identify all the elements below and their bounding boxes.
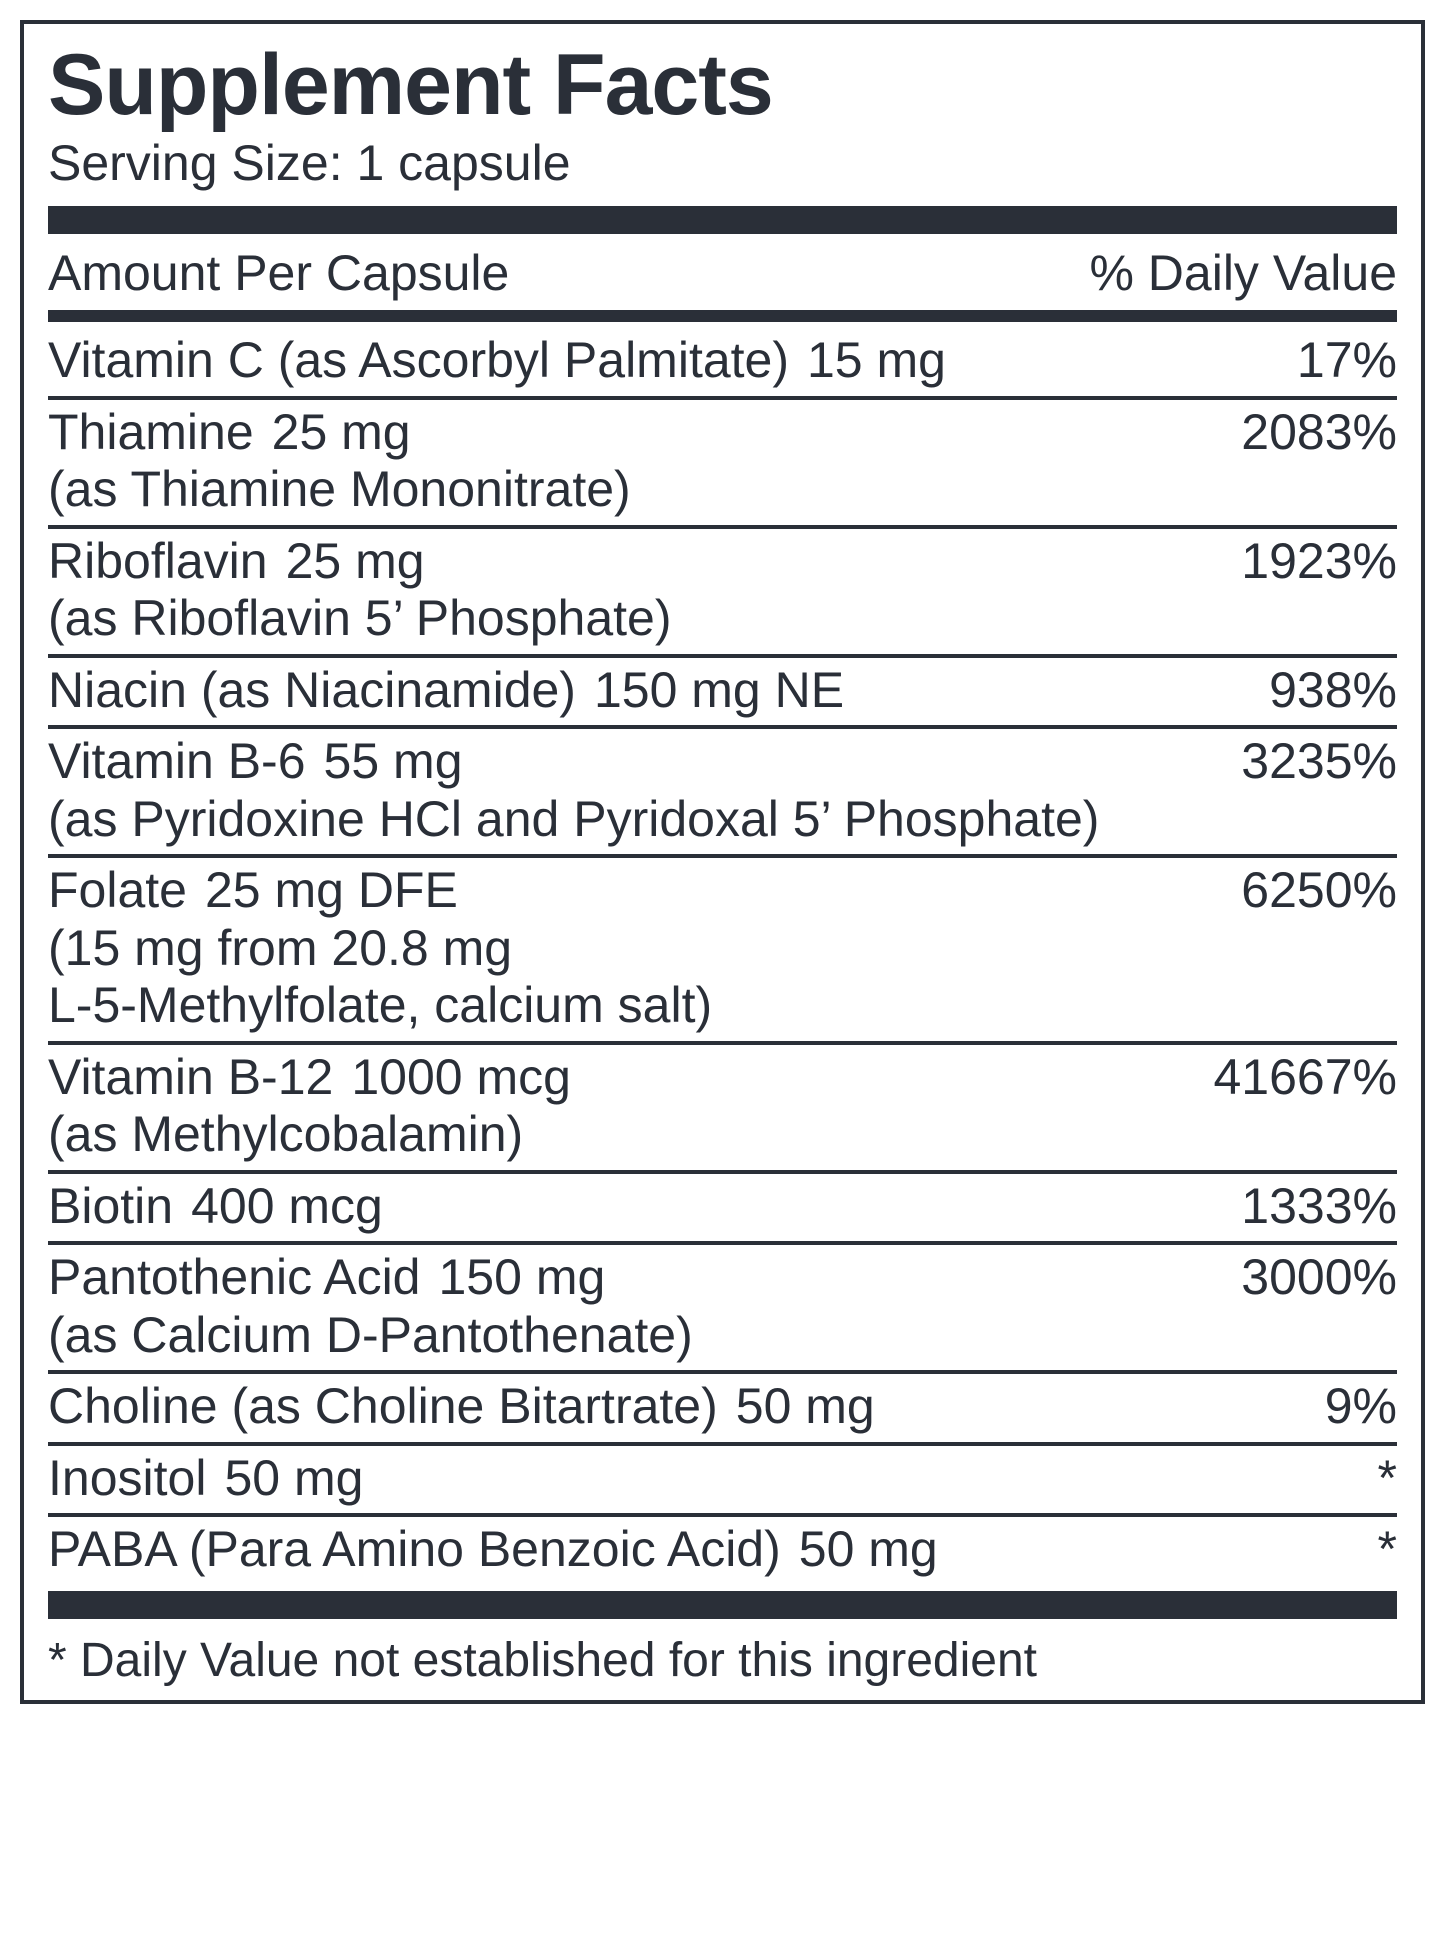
nutrient-row: Biotin400 mcg1333% [48, 1174, 1397, 1246]
nutrient-row: Vitamin C (as Ascorbyl Palmitate)15 mg17… [48, 328, 1397, 400]
nutrient-dv: * [1177, 1450, 1397, 1508]
nutrient-row: PABA (Para Amino Benzoic Acid)50 mg* [48, 1517, 1397, 1585]
nutrient-dv: 1923% [1177, 533, 1397, 591]
nutrient-dv: 17% [1177, 332, 1397, 390]
nutrient-subtext: (15 mg from 20.8 mg [48, 920, 1397, 978]
nutrient-line: Folate25 mg DFE6250% [48, 862, 1397, 920]
thick-divider-bottom [48, 1591, 1397, 1619]
nutrient-row: Inositol50 mg* [48, 1446, 1397, 1518]
nutrient-row: Vitamin B-655 mg3235%(as Pyridoxine HCl … [48, 729, 1397, 858]
nutrient-rows: Vitamin C (as Ascorbyl Palmitate)15 mg17… [48, 328, 1397, 1585]
nutrient-line: Thiamine25 mg2083% [48, 404, 1397, 462]
nutrient-dv: 41667% [1177, 1049, 1397, 1107]
nutrient-line: Pantothenic Acid150 mg3000% [48, 1249, 1397, 1307]
nutrient-dv: 6250% [1177, 862, 1397, 920]
nutrient-name: Pantothenic Acid [48, 1249, 421, 1307]
header-amount-label: Amount Per Capsule [48, 244, 509, 302]
nutrient-line: Riboflavin25 mg1923% [48, 533, 1397, 591]
nutrient-line: Vitamin B-121000 mcg41667% [48, 1049, 1397, 1107]
nutrient-line: Vitamin B-655 mg3235% [48, 733, 1397, 791]
nutrient-row: Folate25 mg DFE6250%(15 mg from 20.8 mgL… [48, 858, 1397, 1045]
nutrient-subtext: (as Pyridoxine HCl and Pyridoxal 5’ Phos… [48, 791, 1397, 849]
nutrient-row: Niacin (as Niacinamide)150 mg NE938% [48, 658, 1397, 730]
nutrient-dv: 2083% [1177, 404, 1397, 462]
nutrient-row: Vitamin B-121000 mcg41667%(as Methylcoba… [48, 1045, 1397, 1174]
nutrient-subtext: (as Calcium D-Pantothenate) [48, 1307, 1397, 1365]
nutrient-name: Choline (as Choline Bitartrate) [48, 1378, 718, 1436]
nutrient-amount: 25 mg [254, 404, 1177, 462]
nutrient-amount: 50 mg [206, 1450, 1177, 1508]
column-header-row: Amount Per Capsule % Daily Value [48, 244, 1397, 302]
nutrient-name: Inositol [48, 1450, 206, 1508]
nutrient-dv: 3235% [1177, 733, 1397, 791]
nutrient-amount: 50 mg [718, 1378, 1177, 1436]
nutrient-name: Vitamin B-6 [48, 733, 306, 791]
nutrient-dv: * [1177, 1521, 1397, 1579]
nutrient-amount: 55 mg [306, 733, 1177, 791]
nutrient-amount: 150 mg [421, 1249, 1178, 1307]
supplement-facts-panel: Supplement Facts Serving Size: 1 capsule… [20, 20, 1425, 1704]
nutrient-row: Thiamine25 mg2083%(as Thiamine Mononitra… [48, 400, 1397, 529]
nutrient-row: Riboflavin25 mg1923%(as Riboflavin 5’ Ph… [48, 529, 1397, 658]
nutrient-line: Inositol50 mg* [48, 1450, 1397, 1508]
nutrient-amount: 1000 mcg [333, 1049, 1177, 1107]
nutrient-subtext: (as Methylcobalamin) [48, 1106, 1397, 1164]
nutrient-name: Riboflavin [48, 533, 268, 591]
nutrient-name: Vitamin B-12 [48, 1049, 333, 1107]
nutrient-name: Biotin [48, 1178, 173, 1236]
panel-title: Supplement Facts [48, 42, 1397, 128]
nutrient-amount: 50 mg [781, 1521, 1177, 1579]
nutrient-name: Thiamine [48, 404, 254, 462]
nutrient-amount: 150 mg NE [576, 662, 1177, 720]
serving-size: Serving Size: 1 capsule [48, 134, 1397, 192]
nutrient-dv: 1333% [1177, 1178, 1397, 1236]
nutrient-line: Niacin (as Niacinamide)150 mg NE938% [48, 662, 1397, 720]
nutrient-name: Niacin (as Niacinamide) [48, 662, 576, 720]
thick-divider-top [48, 206, 1397, 234]
nutrient-subtext: (as Thiamine Mononitrate) [48, 461, 1397, 519]
nutrient-amount: 25 mg DFE [187, 862, 1177, 920]
nutrient-dv: 3000% [1177, 1249, 1397, 1307]
nutrient-row: Pantothenic Acid150 mg3000%(as Calcium D… [48, 1245, 1397, 1374]
nutrient-amount: 25 mg [268, 533, 1177, 591]
nutrient-row: Choline (as Choline Bitartrate)50 mg9% [48, 1374, 1397, 1446]
nutrient-subtext: (as Riboflavin 5’ Phosphate) [48, 590, 1397, 648]
nutrient-dv: 9% [1177, 1378, 1397, 1436]
mid-divider [48, 310, 1397, 322]
nutrient-name: Folate [48, 862, 187, 920]
nutrient-amount: 15 mg [789, 332, 1177, 390]
nutrient-dv: 938% [1177, 662, 1397, 720]
header-dv-label: % Daily Value [1089, 244, 1397, 302]
footnote: * Daily Value not established for this i… [48, 1629, 1397, 1688]
nutrient-subtext: L-5-Methylfolate, calcium salt) [48, 977, 1397, 1035]
nutrient-line: Vitamin C (as Ascorbyl Palmitate)15 mg17… [48, 332, 1397, 390]
nutrient-name: Vitamin C (as Ascorbyl Palmitate) [48, 332, 789, 390]
nutrient-line: Choline (as Choline Bitartrate)50 mg9% [48, 1378, 1397, 1436]
nutrient-amount: 400 mcg [173, 1178, 1177, 1236]
nutrient-line: Biotin400 mcg1333% [48, 1178, 1397, 1236]
nutrient-line: PABA (Para Amino Benzoic Acid)50 mg* [48, 1521, 1397, 1579]
nutrient-name: PABA (Para Amino Benzoic Acid) [48, 1521, 781, 1579]
